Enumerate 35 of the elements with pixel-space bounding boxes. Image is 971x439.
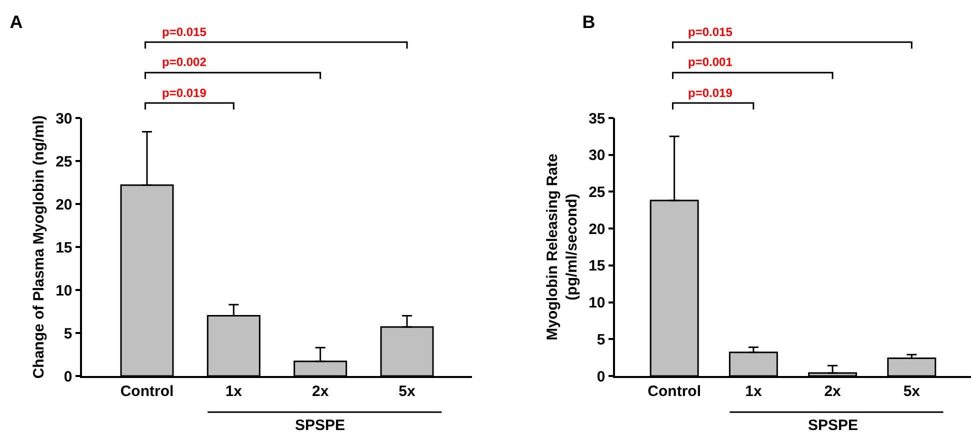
y-tick-label: 0 <box>64 368 72 386</box>
chart-title: A <box>10 12 23 32</box>
x-tick-label: 1x <box>745 382 762 400</box>
y-tick-label: 15 <box>588 258 606 275</box>
y-tick-label: 30 <box>56 110 72 128</box>
y-tick-label: 5 <box>64 325 72 342</box>
x-tick-label: 2x <box>312 382 330 400</box>
text: p=0.015 <box>688 25 733 39</box>
x-axis-title: SPSPE <box>808 417 858 434</box>
x-tick-label: 1x <box>225 382 243 400</box>
y-tick-label: 15 <box>56 239 72 256</box>
x-tick-label: 2x <box>824 382 842 400</box>
text: p=0.015 <box>162 25 207 39</box>
y-tick-label: 35 <box>588 110 606 128</box>
text: p=0.001 <box>688 55 733 69</box>
text: p=0.019 <box>688 86 733 100</box>
y-tick-label: 20 <box>56 196 72 214</box>
y-tick-label: 0 <box>596 368 606 386</box>
y-tick-label: 30 <box>588 147 606 164</box>
x-axis-title: SPSPE <box>295 417 346 434</box>
x-tick-label: Control <box>648 382 701 400</box>
y-tick-label: 20 <box>588 220 606 238</box>
x-tick-label: Control <box>120 382 174 400</box>
y-axis-title: Myoglobin Releasing Rate (pg/ml/second) <box>544 154 580 340</box>
y-tick-label: 10 <box>588 294 606 312</box>
text: p=0.019 <box>162 86 207 100</box>
chart-title: B <box>582 12 596 32</box>
x-tick-label: 5x <box>398 382 416 400</box>
y-tick-label: 5 <box>596 331 606 348</box>
y-tick-label: 25 <box>588 184 606 201</box>
y-tick-label: 25 <box>56 153 72 170</box>
y-tick-label: 10 <box>56 282 72 300</box>
x-tick-label: 5x <box>903 382 921 400</box>
text: p=0.002 <box>162 55 207 69</box>
y-axis-title: Change of Plasma Myoglobin (ng/ml) <box>30 115 48 379</box>
